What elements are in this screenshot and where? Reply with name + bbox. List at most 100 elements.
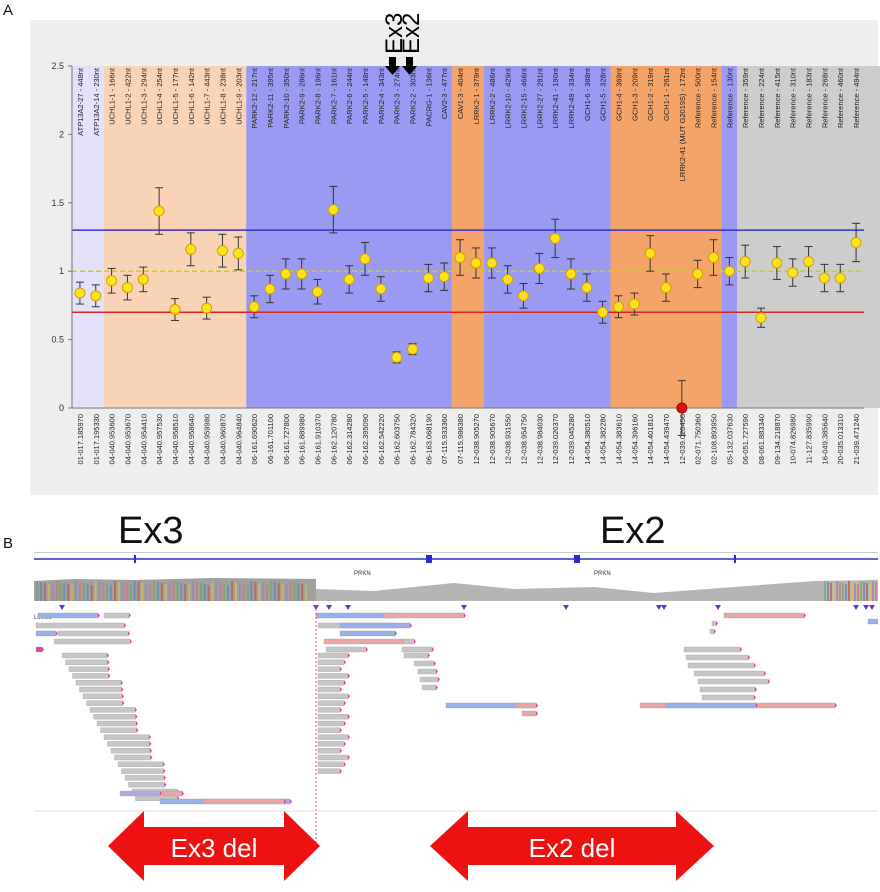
y-tick-label: 2.5 — [51, 61, 64, 71]
data-point-3 — [121, 274, 133, 301]
probe-label: UCHL1-1 - 166nt — [108, 67, 117, 125]
data-point-21 — [407, 343, 419, 356]
gene-label-2: PRKN — [594, 571, 611, 577]
data-point-46 — [803, 246, 815, 278]
data-point-23 — [438, 262, 450, 291]
position-label: 11-127.835990 — [805, 414, 814, 464]
data-point-41 — [723, 257, 735, 286]
data-marker — [597, 306, 609, 318]
data-point-24 — [454, 239, 466, 276]
position-label: 09-134.218870 — [773, 414, 782, 464]
probe-label: CAV1-3 - 404nt — [456, 67, 465, 119]
probe-label: Reference - 310nt — [789, 67, 798, 128]
position-label: 06-162.542220 — [377, 414, 386, 464]
data-marker — [153, 205, 165, 217]
position-label: 04-040.954410 — [139, 414, 148, 464]
gene-track: PRKN PRKN — [34, 555, 878, 577]
data-marker — [391, 351, 403, 363]
ex2-heading: Ex2 — [600, 510, 666, 552]
position-label: 07-115.933360 — [440, 414, 449, 464]
data-point-16 — [327, 185, 339, 234]
position-label: 16-049.385640 — [820, 414, 829, 464]
position-label: 14-054.401810 — [646, 414, 655, 464]
data-point-44 — [771, 246, 783, 280]
coverage-track — [34, 578, 878, 601]
data-marker — [834, 272, 846, 284]
position-label: 04-040.957530 — [155, 414, 164, 464]
data-point-26 — [486, 247, 498, 279]
position-label: 06-162.395090 — [361, 414, 370, 464]
data-point-29 — [533, 252, 545, 285]
data-point-22 — [422, 263, 434, 293]
y-tick-label: 2 — [59, 129, 64, 139]
ex2-down-arrow — [402, 57, 417, 75]
position-label: 06-162.603750 — [393, 414, 402, 464]
data-marker — [216, 245, 228, 257]
position-label: 12-038.905270 — [472, 414, 481, 464]
data-point-25 — [470, 247, 482, 279]
ex3-del-label: Ex3 del — [171, 833, 258, 863]
data-marker — [486, 257, 498, 269]
position-label: 06-161.727800 — [282, 414, 291, 464]
y-tick-label: 1.5 — [51, 198, 64, 208]
data-marker — [359, 253, 371, 265]
position-label: 06-161.889980 — [298, 414, 307, 464]
group-band-5 — [610, 66, 722, 408]
position-label: 04-040.964840 — [234, 414, 243, 464]
data-marker — [375, 283, 387, 295]
probe-label: GCH1-3 - 209nt — [630, 67, 639, 121]
data-point-4 — [137, 266, 149, 293]
probe-label: PARK2-3 - 274nt — [393, 67, 402, 124]
position-label: 20-035.013310 — [836, 414, 845, 464]
data-point-30 — [549, 218, 561, 259]
data-point-14 — [296, 258, 308, 290]
data-point-19 — [375, 276, 387, 302]
position-label: 12-039.045280 — [567, 414, 576, 464]
probe-label: CAV2-3 - 477nt — [440, 67, 449, 119]
data-marker — [280, 268, 292, 280]
data-point-34 — [612, 295, 624, 319]
data-point-27 — [502, 265, 514, 294]
y-tick-label: 1 — [59, 266, 64, 276]
position-label: 08-061.883340 — [757, 414, 766, 464]
ex3-deletion-arrow: Ex3 del — [108, 811, 320, 881]
data-point-36 — [644, 235, 656, 272]
data-point-7 — [185, 232, 197, 267]
data-point-39 — [692, 259, 704, 289]
probe-label: PARK2-2 - 303nt — [409, 67, 418, 124]
panel-b-letter: B — [3, 535, 14, 552]
data-marker — [502, 273, 514, 285]
position-label: 06-161.701100 — [266, 414, 275, 464]
group-band-3 — [452, 66, 484, 408]
data-point-35 — [628, 292, 640, 316]
data-point-43 — [755, 307, 767, 328]
position-label: 04-040.953600 — [108, 414, 117, 464]
ex3-marker-label: Ex3 — [381, 13, 408, 54]
position-label: 06-051.727590 — [741, 414, 750, 464]
data-marker — [422, 272, 434, 284]
group-band-0 — [72, 66, 104, 408]
ex3-heading: Ex3 — [118, 510, 184, 552]
data-point-15 — [312, 278, 324, 305]
data-marker — [264, 283, 276, 295]
position-label: 21-039.471240 — [852, 414, 861, 464]
data-marker — [248, 301, 260, 313]
data-marker — [74, 287, 86, 299]
data-point-18 — [359, 241, 371, 276]
data-marker — [232, 247, 244, 259]
data-point-40 — [708, 239, 720, 276]
position-label: 02-071.750360 — [694, 414, 703, 464]
data-marker — [644, 247, 656, 259]
position-label: 14-054.383610 — [614, 414, 623, 464]
position-label: 14-054.382280 — [599, 414, 608, 464]
data-marker — [723, 265, 735, 277]
probe-label: PARK2-8 - 196nt — [314, 67, 323, 124]
position-label: 06-163.068190 — [424, 414, 433, 464]
position-label: 04-040.959980 — [203, 414, 212, 464]
data-marker — [676, 402, 688, 414]
probe-label: UCHL1-7 - 443nt — [203, 67, 212, 125]
y-tick-label: 0.5 — [51, 335, 64, 345]
data-marker — [438, 271, 450, 283]
probe-label: PACRG-1 - 136nt — [424, 67, 433, 126]
data-point-32 — [581, 273, 593, 302]
